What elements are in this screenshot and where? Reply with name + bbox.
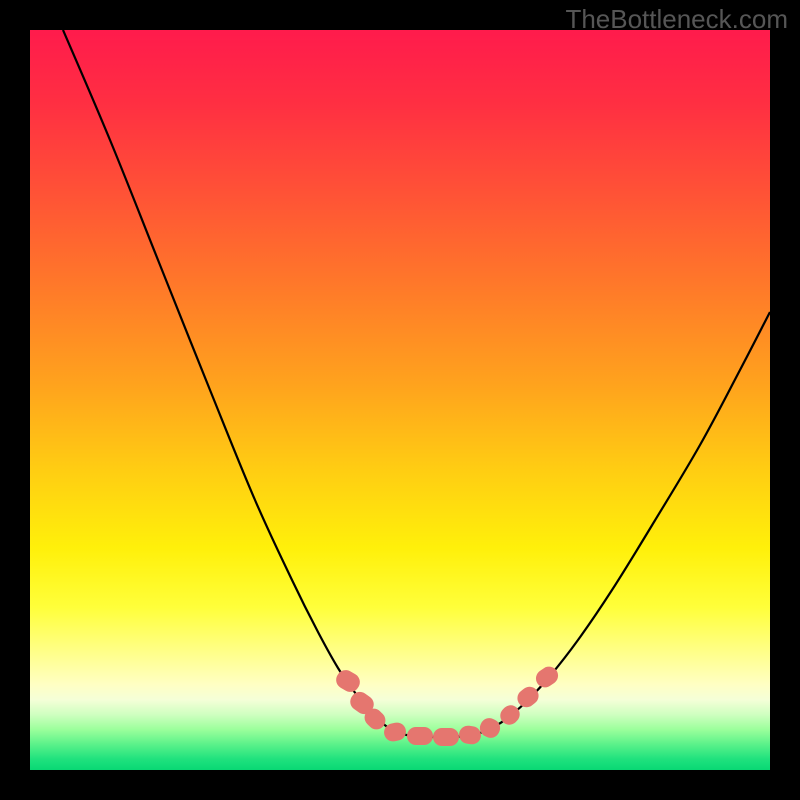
bottleneck-curve	[63, 30, 770, 737]
curve-marker	[458, 725, 482, 746]
curve-marker	[477, 715, 503, 741]
curve-marker	[382, 721, 407, 743]
curve-marker	[333, 667, 363, 695]
chart-frame: TheBottleneck.com	[0, 0, 800, 800]
curve-marker	[407, 727, 433, 745]
chart-svg	[0, 0, 800, 800]
curve-marker	[497, 702, 524, 729]
curve-marker	[433, 728, 459, 746]
curve-marker	[514, 683, 542, 711]
